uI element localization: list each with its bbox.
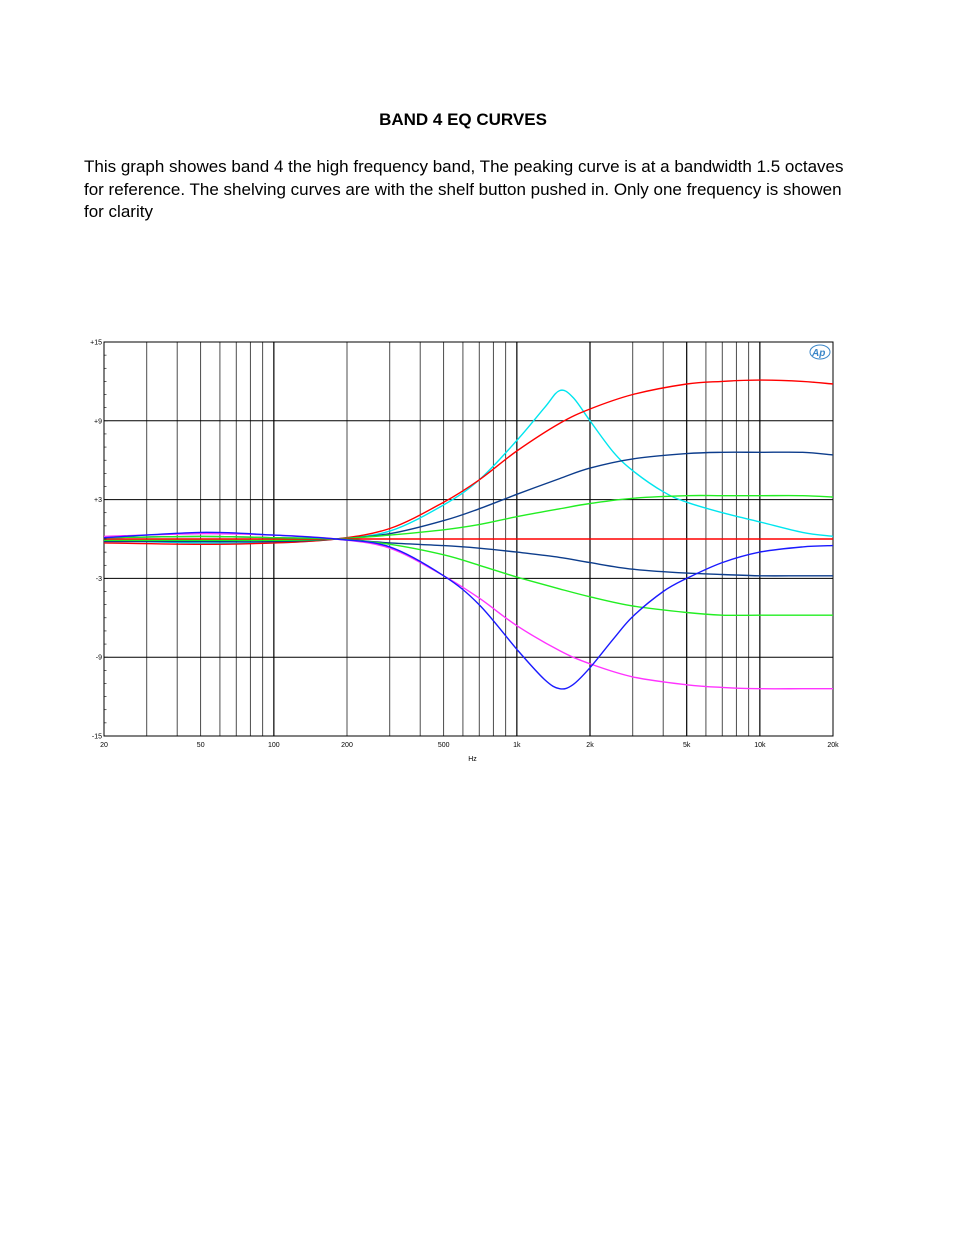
page-description: This graph showes band 4 the high freque…: [84, 157, 844, 221]
series-line-2: [103, 379, 834, 546]
y-tick-label: +9: [94, 418, 102, 425]
y-tick-label: +15: [90, 340, 102, 347]
series-line-3: [103, 451, 834, 543]
ap-logo-ring: [809, 344, 831, 360]
y-tick-label: -15: [92, 734, 102, 741]
y-tick-label: -3: [96, 576, 102, 583]
y-tick-label: -9: [96, 655, 102, 662]
series-line-8: [103, 532, 833, 690]
x-axis-label: Hz: [468, 756, 477, 763]
page-title: BAND 4 EQ CURVES: [379, 110, 547, 129]
x-tick-label: 5k: [683, 742, 691, 749]
chart-series: [103, 379, 834, 690]
x-tick-label: 1k: [513, 742, 521, 749]
x-tick-label: 20k: [827, 742, 839, 749]
x-tick-label: 20: [100, 742, 108, 749]
series-line-1: [103, 389, 834, 545]
x-tick-label: 2k: [586, 742, 594, 749]
y-tick-label: +3: [94, 497, 102, 504]
x-tick-label: 100: [268, 742, 280, 749]
x-tick-label: 50: [197, 742, 205, 749]
x-tick-label: 500: [438, 742, 450, 749]
ap-logo: Ap: [811, 348, 825, 359]
series-line-4: [103, 494, 834, 542]
series-line-9: [103, 531, 834, 690]
x-tick-label: 200: [341, 742, 353, 749]
x-tick-label: 10k: [754, 742, 766, 749]
series-line-7: [103, 535, 833, 617]
